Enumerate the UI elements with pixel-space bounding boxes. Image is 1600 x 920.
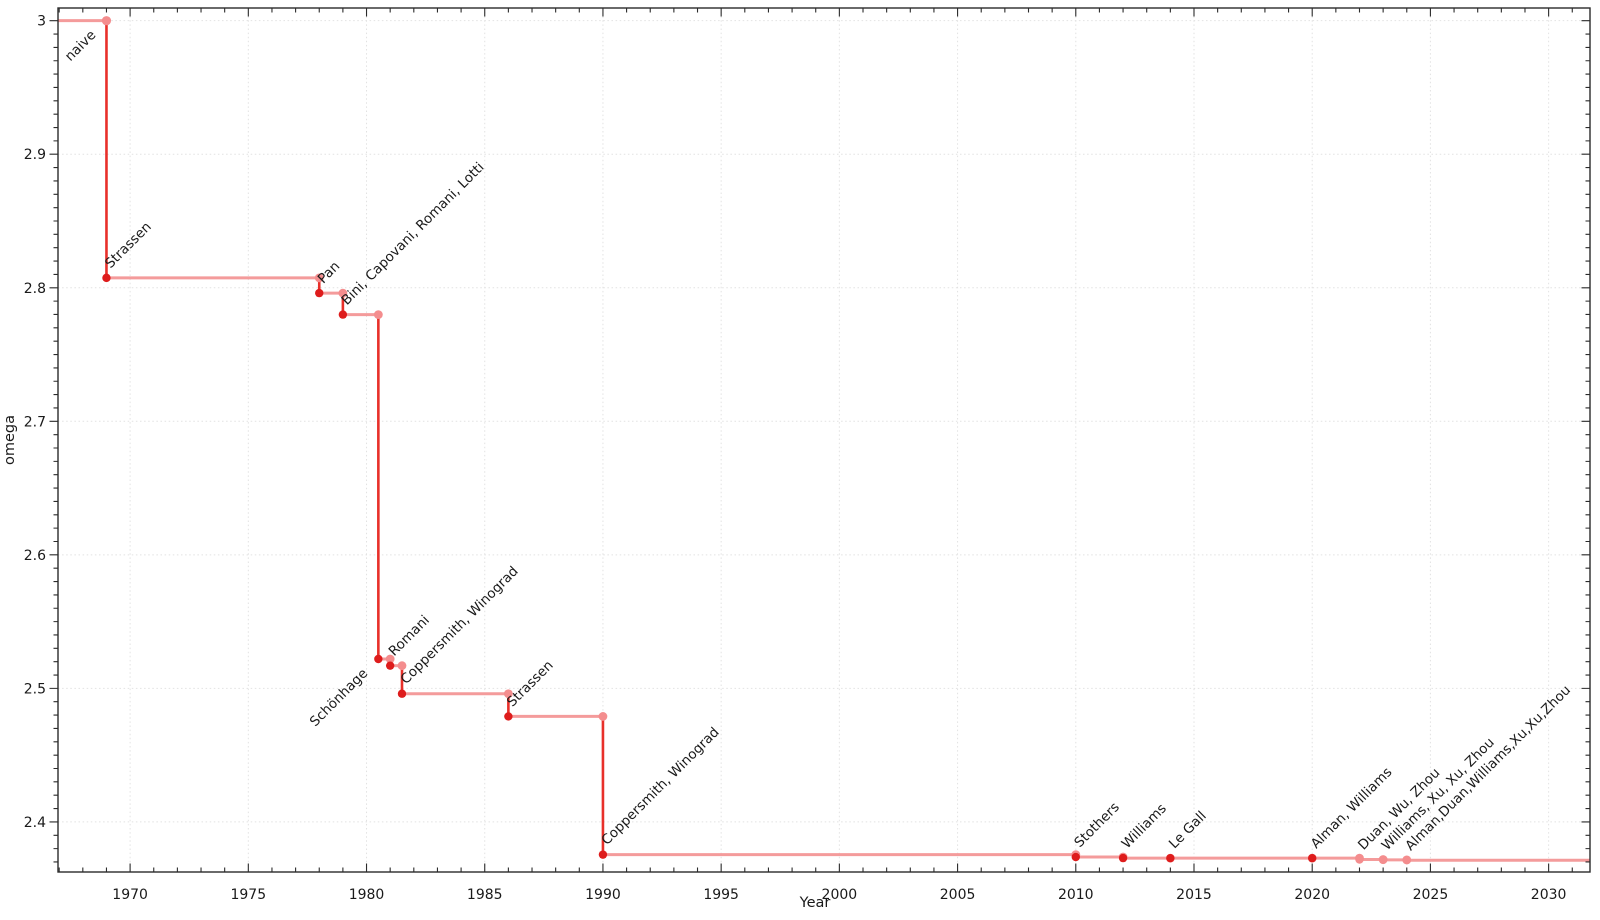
data-point-marker (338, 310, 348, 319)
data-point-marker (1308, 853, 1317, 863)
data-point-marker (315, 288, 324, 298)
x-tick-label: 2000 (822, 887, 858, 903)
axis-ticks (49, 8, 1590, 872)
x-tick-label: 2020 (1294, 887, 1330, 903)
data-point-marker (598, 850, 608, 859)
event-label: Williams (1119, 801, 1170, 852)
x-tick-label: 2005 (940, 887, 976, 903)
data-point-marker (1378, 855, 1388, 865)
data-point-marker (1118, 853, 1128, 863)
event-label: Schönhage (307, 666, 371, 730)
x-tick-label: 1985 (467, 887, 503, 903)
data-point-marker (1402, 855, 1411, 865)
data-point-marker (1166, 853, 1175, 863)
x-tick-label: 1970 (112, 887, 148, 903)
y-tick-label: 2.6 (24, 548, 46, 564)
y-tick-label: 2.7 (24, 414, 46, 430)
y-tick-label: 2.4 (24, 815, 46, 831)
event-label: Strassen (102, 219, 155, 272)
step-corner-marker (503, 689, 513, 699)
data-point-marker (374, 654, 383, 664)
event-label: Bini, Capovani, Romani, Lotti (338, 159, 487, 308)
plot-border (57, 7, 1591, 873)
x-tick-label: 2030 (1531, 887, 1567, 903)
data-point-marker (504, 712, 513, 721)
tick-labels-group: 1970 1975 1980 1985 1990 1995 2000 2005 2010 2015… (24, 14, 1567, 903)
x-tick-label: 2025 (1413, 887, 1449, 903)
step-corner-marker (385, 654, 395, 664)
y-tick-label: 2.9 (24, 147, 46, 163)
y-tick-label: 3 (37, 14, 46, 30)
data-point-marker (1071, 852, 1080, 862)
step-corner-marker (314, 273, 324, 283)
data-point-marker (397, 689, 407, 698)
event-label: naive (62, 27, 99, 64)
x-tick-label: 1990 (585, 887, 621, 903)
x-tick-label: 1980 (349, 887, 385, 903)
data-point-marker (1355, 855, 1364, 864)
x-tick-label: 1975 (230, 887, 266, 903)
data-point-marker (102, 273, 111, 283)
x-axis-label: Year (799, 895, 831, 911)
x-tick-label: 1995 (703, 887, 739, 903)
event-label: Stothers (1071, 799, 1123, 851)
x-tick-label: 2015 (1176, 887, 1212, 903)
event-label: Williams, Xu, Xu, Zhou (1379, 735, 1498, 854)
step-corner-marker (373, 310, 383, 320)
markers-group (101, 16, 1412, 865)
event-label: Le Gall (1166, 808, 1210, 852)
ticks-group (49, 8, 1590, 872)
y-axis-label: omega (2, 415, 18, 465)
series-group (58, 19, 1590, 862)
data-point-marker (385, 661, 395, 670)
x-tick-label: 2010 (1058, 887, 1094, 903)
step-corner-marker (338, 288, 348, 298)
event-label: Coppersmith, Winograd (598, 724, 722, 848)
step-corner-marker (598, 712, 608, 721)
step-corner-marker (101, 16, 112, 26)
step-corner-marker (397, 661, 407, 671)
y-tick-label: 2.8 (24, 281, 46, 297)
gridlines-group (58, 8, 1590, 872)
y-tick-label: 2.5 (24, 681, 46, 697)
event-label: Strassen (504, 657, 557, 710)
